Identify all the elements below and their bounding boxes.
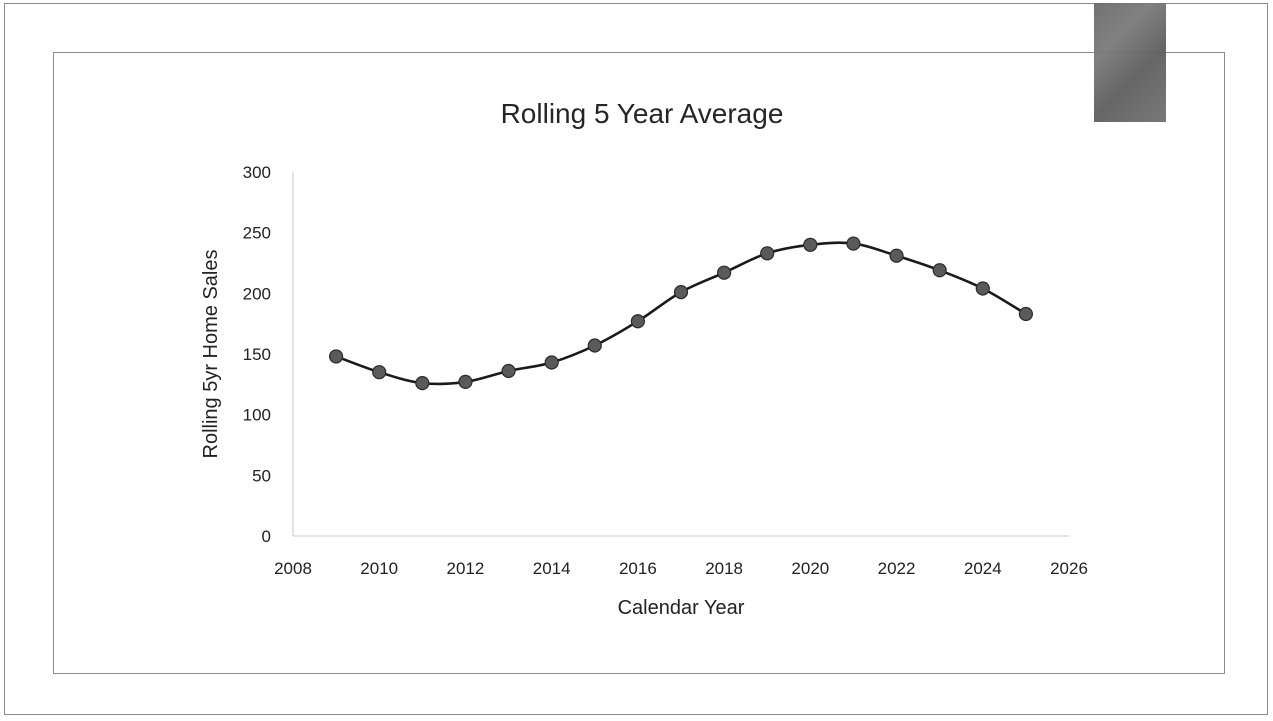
chart-title: Rolling 5 Year Average [500,98,784,129]
data-point [975,281,990,296]
outer-border [4,3,1268,715]
x-tick-label: 2012 [447,559,485,578]
series-line [335,241,1027,386]
axes [292,172,1069,537]
chart-frame [53,52,1225,674]
data-point [846,236,861,251]
data-point [889,248,904,263]
y-tick-label: 300 [243,163,271,182]
tape-mark [1094,3,1166,122]
series-rolling-average [329,236,1033,391]
data-point [673,285,689,300]
data-point [630,314,645,329]
y-tick-label: 150 [243,345,271,364]
x-tick-label: 2020 [791,559,829,578]
x-axis-title: Calendar Year [618,597,745,619]
data-point [1018,306,1033,322]
data-point [717,265,732,280]
y-tick-labels: 0 50 100 150 200 250 300 [243,163,271,546]
y-tick-label: 0 [262,527,271,546]
data-point [372,365,387,380]
x-tick-label: 2022 [878,559,916,578]
y-tick-label: 200 [243,284,271,303]
x-tick-label: 2008 [274,559,312,578]
x-tick-label: 2016 [619,559,657,578]
data-point [803,237,818,252]
x-tick-label: 2024 [964,559,1002,578]
data-point [760,246,775,261]
y-tick-label: 100 [243,406,271,425]
data-point [544,355,559,370]
x-tick-label: 2026 [1050,559,1088,578]
y-tick-label: 50 [252,466,271,485]
x-tick-labels: 2008 2010 2012 2014 2016 2018 2020 2022 2024 2026 [274,559,1088,578]
y-axis-title: Rolling 5yr Home Sales [200,250,222,459]
data-point [415,376,430,391]
x-tick-label: 2014 [533,559,571,578]
data-point [501,363,516,379]
data-point [932,263,947,278]
x-tick-label: 2010 [360,559,398,578]
y-tick-label: 250 [243,224,271,243]
data-point [587,338,602,353]
x-tick-label: 2018 [705,559,743,578]
data-point [458,374,473,390]
data-point [329,349,344,364]
